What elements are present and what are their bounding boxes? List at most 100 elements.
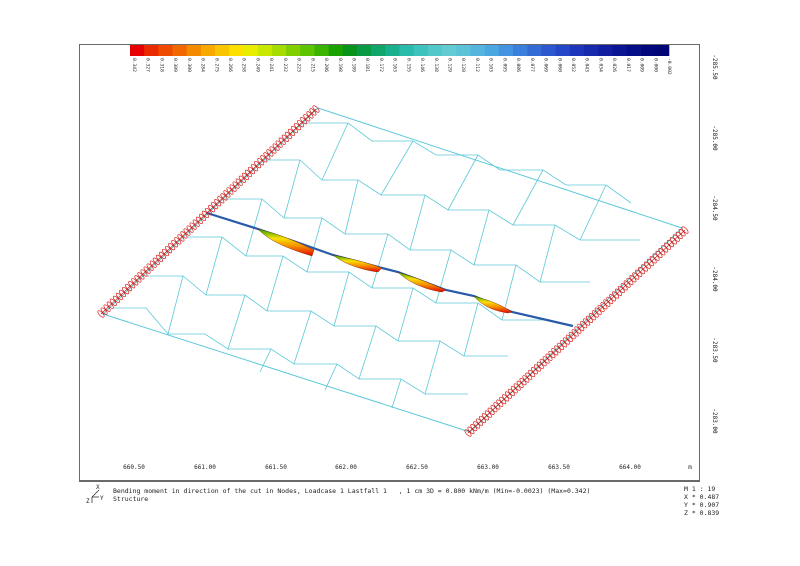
legend-label: 0.258 [241, 58, 247, 72]
moment-lobe-3 [397, 271, 447, 293]
legend-label: 0.043 [584, 58, 590, 72]
y-tick-label: -284.00 [711, 266, 718, 292]
legend-swatch [300, 45, 315, 56]
y-tick-label: -284.50 [711, 195, 718, 221]
legend-swatch [555, 45, 571, 56]
y-tick-label: -283.50 [711, 337, 718, 363]
legend-label: 0.223 [296, 58, 302, 72]
legend-swatch [215, 45, 230, 56]
legend-label: 0.241 [268, 58, 274, 72]
legend-swatch [484, 45, 500, 56]
legend-swatch [385, 45, 400, 56]
legend-swatch [158, 45, 173, 56]
legend-label: 0.095 [501, 58, 507, 72]
legend-swatch [257, 45, 273, 56]
legend-swatch [371, 45, 386, 56]
axis-triad-icon [91, 489, 100, 503]
legend-label: 0.198 [337, 58, 343, 72]
x-tick-label: 660.50 [123, 464, 145, 471]
legend-swatch [569, 45, 585, 56]
legend-swatch [640, 45, 656, 56]
legend-swatch [612, 45, 627, 56]
mesh-lines [113, 122, 640, 409]
legend-label: 0.086 [515, 58, 521, 72]
x-tick-label: 663.50 [548, 464, 570, 471]
legend-swatch [243, 45, 258, 56]
scale-z: Z * 0.839 [684, 509, 720, 517]
legend-label: 0.181 [364, 58, 370, 72]
x-tick-label: 662.50 [406, 464, 428, 471]
legend-swatch [271, 45, 287, 56]
legend-label: 0.017 [625, 58, 631, 72]
legend-swatch [286, 45, 301, 56]
bending-moment-result [206, 211, 574, 328]
legend-swatch [470, 45, 485, 56]
legend-label: 0.266 [227, 58, 233, 72]
triad-label-y: Y [100, 495, 104, 502]
legend-label: 0.284 [200, 58, 206, 72]
legend-swatch [130, 45, 145, 56]
legend-swatch [186, 45, 202, 56]
legend-label: 0.215 [309, 58, 315, 72]
legend-swatch [583, 45, 599, 56]
scale-x: X * 0.487 [684, 493, 720, 501]
legend-label: 0.120 [460, 58, 466, 72]
moment-lobe-4 [473, 295, 513, 314]
legend-swatch [328, 45, 344, 56]
footer-divider [79, 481, 700, 482]
legend-swatch [200, 45, 216, 56]
legend-swatch [442, 45, 457, 56]
legend-label: 0.146 [419, 58, 425, 72]
legend-swatch [626, 45, 641, 56]
legend-label: 0.138 [433, 58, 439, 72]
legend-label: 0.060 [556, 58, 562, 72]
legend-label: 0.155 [405, 58, 411, 72]
legend-label: 0.189 [351, 58, 357, 72]
legend-swatch [512, 45, 528, 56]
legend-label: 0.077 [529, 58, 535, 72]
line-support-left [97, 105, 320, 318]
legend-label: 0.026 [611, 58, 617, 72]
legend-swatch [399, 45, 414, 56]
legend-swatch [413, 45, 429, 56]
legend-swatch [172, 45, 188, 56]
line-support-right [464, 226, 689, 437]
legend-swatch [654, 45, 670, 56]
legend-label: -0.002 [666, 58, 672, 75]
y-axis-labels: -285.50 -285.00 -284.50 -284.00 -283.50 … [711, 54, 718, 434]
legend-swatch [342, 45, 358, 56]
legend-label: 0.172 [378, 58, 384, 72]
legend-swatch [144, 45, 159, 56]
legend-swatch [356, 45, 372, 56]
scale-ratio: M 1 : 19 [684, 485, 716, 493]
moment-lobe-2 [332, 254, 383, 273]
legend-label: 0.129 [447, 58, 453, 72]
y-tick-label: -285.00 [711, 125, 718, 151]
structure-caption: Structure [113, 495, 149, 503]
legend-swatch [527, 45, 542, 56]
legend-label: 0.327 [145, 58, 151, 72]
legend-label: 0.069 [543, 58, 549, 72]
legend-swatch [498, 45, 514, 56]
legend-swatch [541, 45, 556, 56]
legend-label: 0.275 [213, 58, 219, 72]
y-tick-label: -285.50 [711, 54, 718, 80]
triad-label-z: Z [86, 498, 90, 505]
moment-lobe-1 [257, 228, 315, 257]
legend-swatch [456, 45, 471, 56]
legend-swatch [598, 45, 613, 56]
legend-label: 0.232 [282, 58, 288, 72]
drawing-frame [79, 44, 700, 481]
legend-label: 0.342 [131, 58, 137, 72]
x-axis-unit: m [688, 464, 692, 471]
x-tick-label: 661.50 [265, 464, 287, 471]
legend-label: 0.052 [570, 58, 576, 72]
legend-label: 0.000 [652, 58, 658, 72]
legend-label: 0.103 [488, 58, 494, 72]
x-tick-label: 663.00 [477, 464, 499, 471]
legend-label: 0.300 [186, 58, 192, 72]
legend-swatch [229, 45, 244, 56]
legend-label: 0.009 [639, 58, 645, 72]
scale-y: Y * 0.907 [684, 501, 720, 509]
